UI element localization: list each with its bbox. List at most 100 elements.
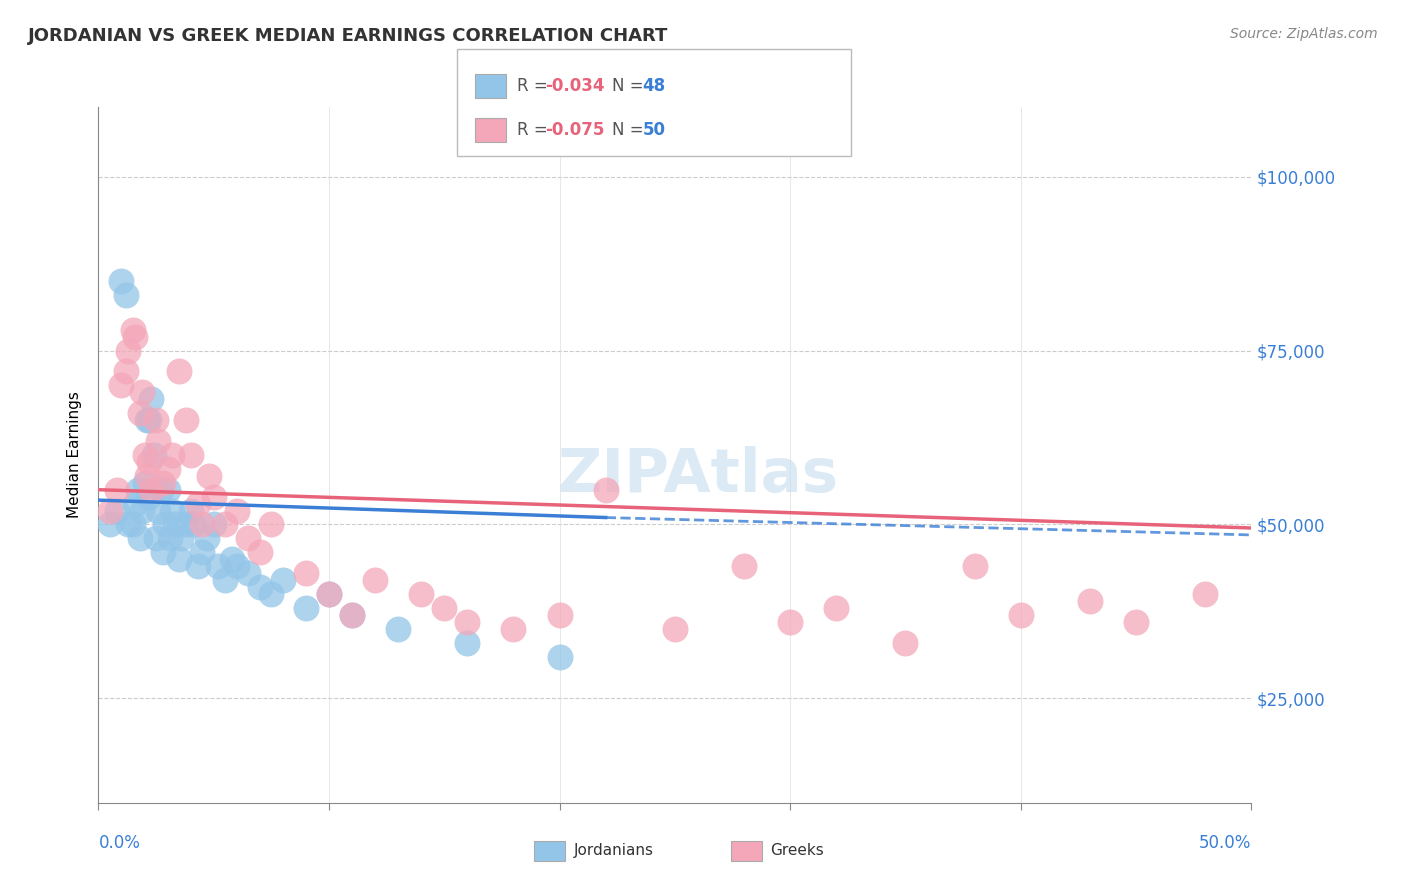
Point: [138, 490, 160, 504]
Point: [340, 607, 363, 622]
Point: [170, 532, 193, 546]
Point: [181, 517, 204, 532]
Point: [131, 385, 153, 400]
Point: [174, 517, 197, 532]
Point: [134, 448, 156, 462]
Text: Source: ZipAtlas.com: Source: ZipAtlas.com: [1230, 27, 1378, 41]
Point: [1078, 594, 1101, 608]
Point: [149, 483, 172, 497]
Point: [548, 607, 571, 622]
Point: [249, 580, 271, 594]
Text: JORDANIAN VS GREEK MEDIAN EARNINGS CORRELATION CHART: JORDANIAN VS GREEK MEDIAN EARNINGS CORRE…: [28, 27, 668, 45]
Point: [124, 497, 146, 511]
Point: [387, 622, 409, 636]
Y-axis label: Median Earnings: Median Earnings: [67, 392, 83, 518]
Point: [156, 462, 179, 476]
Point: [105, 503, 128, 517]
Point: [202, 517, 225, 532]
Text: 0.0%: 0.0%: [98, 834, 141, 852]
Point: [138, 455, 160, 469]
Point: [225, 503, 247, 517]
Point: [733, 559, 755, 574]
Point: [127, 483, 149, 497]
Point: [295, 601, 318, 615]
Point: [295, 566, 318, 581]
Point: [214, 517, 236, 532]
Point: [110, 274, 132, 288]
Point: [159, 532, 181, 546]
Point: [456, 615, 478, 629]
Point: [364, 573, 387, 587]
Text: ZIPAtlas: ZIPAtlas: [557, 446, 838, 505]
Point: [148, 434, 170, 448]
Point: [167, 364, 190, 378]
Point: [174, 413, 197, 427]
Point: [198, 468, 221, 483]
Point: [142, 448, 165, 462]
Point: [664, 622, 686, 636]
Text: Jordanians: Jordanians: [574, 844, 654, 858]
Point: [548, 649, 571, 664]
Point: [894, 636, 917, 650]
Point: [187, 559, 209, 574]
Point: [180, 503, 202, 517]
Point: [221, 552, 243, 566]
Point: [135, 468, 157, 483]
Point: [191, 545, 214, 559]
Point: [152, 475, 174, 490]
Point: [124, 329, 146, 343]
Point: [779, 615, 801, 629]
Point: [163, 517, 186, 532]
Point: [963, 559, 986, 574]
Point: [318, 587, 340, 601]
Point: [122, 323, 145, 337]
Point: [456, 636, 478, 650]
Point: [340, 607, 363, 622]
Point: [1125, 615, 1147, 629]
Point: [187, 497, 209, 511]
Point: [141, 392, 163, 407]
Text: Greeks: Greeks: [770, 844, 824, 858]
Text: 50: 50: [643, 121, 665, 139]
Point: [117, 517, 139, 532]
Point: [207, 559, 229, 574]
Point: [1194, 587, 1216, 601]
Point: [138, 413, 160, 427]
Point: [271, 573, 294, 587]
Point: [825, 601, 848, 615]
Point: [117, 343, 139, 358]
Text: 50.0%: 50.0%: [1199, 834, 1251, 852]
Point: [145, 532, 167, 546]
Point: [129, 406, 152, 420]
Point: [238, 532, 260, 546]
Point: [202, 490, 225, 504]
Text: N =: N =: [612, 121, 648, 139]
Point: [160, 503, 183, 517]
Text: R =: R =: [517, 121, 554, 139]
Point: [1010, 607, 1032, 622]
Text: -0.075: -0.075: [546, 121, 605, 139]
Point: [318, 587, 340, 601]
Point: [502, 622, 524, 636]
Point: [411, 587, 433, 601]
Point: [131, 503, 153, 517]
Point: [156, 483, 179, 497]
Point: [167, 552, 190, 566]
Point: [155, 517, 177, 532]
Point: [115, 364, 138, 378]
Point: [148, 503, 170, 517]
Point: [225, 559, 247, 574]
Point: [195, 532, 218, 546]
Text: -0.034: -0.034: [546, 77, 605, 95]
Point: [152, 545, 174, 559]
Text: N =: N =: [612, 77, 648, 95]
Point: [105, 483, 128, 497]
Point: [122, 517, 145, 532]
Point: [145, 413, 167, 427]
Text: R =: R =: [517, 77, 554, 95]
Point: [238, 566, 260, 581]
Point: [115, 288, 138, 302]
Point: [595, 483, 617, 497]
Point: [214, 573, 236, 587]
Point: [98, 503, 121, 517]
